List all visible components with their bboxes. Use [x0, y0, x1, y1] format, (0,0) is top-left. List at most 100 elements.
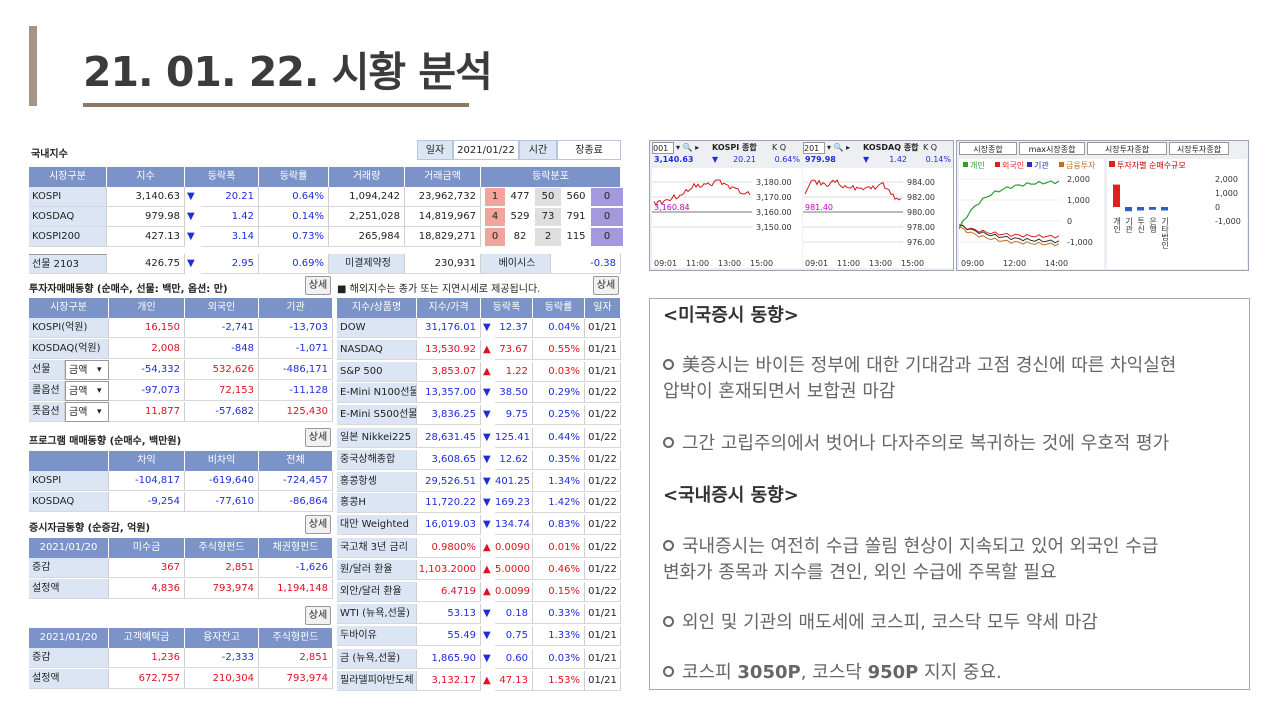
reference-label: 981.40: [805, 203, 833, 212]
market-rate: 0.14%: [925, 155, 951, 164]
chart-tab[interactable]: 시장투자종합: [1169, 142, 1229, 155]
overseas-rate: 1.53%: [533, 670, 585, 691]
down-arrow-icon: ▼: [483, 519, 491, 531]
overseas-rate: 0.33%: [533, 604, 585, 625]
chevron-down-icon: ▾: [97, 386, 102, 396]
overseas-price: 3,132.17: [417, 670, 481, 691]
unit-select[interactable]: 금액: [65, 381, 109, 401]
overseas-price: 13,530.92: [417, 339, 481, 360]
column-header: 등락분포: [481, 167, 621, 187]
overseas-date: 01/22: [585, 538, 621, 558]
open-interest-value: 230,931: [405, 254, 481, 274]
column-header: 등락폭: [185, 167, 259, 187]
market-name: KOSPI200: [29, 227, 107, 247]
overseas-name: S&P 500: [337, 361, 417, 382]
x-tick-label: 12:00: [1003, 259, 1026, 268]
cell-value: -848: [185, 339, 259, 359]
program-detail-button[interactable]: 상세: [305, 428, 331, 447]
unit-select[interactable]: 금액: [65, 402, 109, 422]
kosdaq-intraday-chart: 984.00 982.00 980.00 978.00 976.00 09:01 11:00…: [803, 168, 953, 268]
overseas-change: 73.67: [495, 339, 533, 360]
overseas-detail-button[interactable]: 상세: [593, 276, 619, 295]
column-header: 미수금: [109, 538, 185, 558]
down-arrow-icon: ▼: [712, 155, 719, 164]
bullet-circle-icon: [663, 540, 674, 551]
row-label: KOSDAQ: [29, 492, 109, 512]
distribution-cell: 529: [507, 208, 533, 226]
cell-value: 72,153: [185, 381, 259, 401]
net-buy-bar: [1113, 184, 1120, 207]
distribution-cell: 560: [563, 188, 589, 206]
investor-detail-button[interactable]: 상세: [305, 276, 331, 295]
market-name: KOSDAQ: [29, 207, 107, 227]
legend-label: 기관: [1034, 160, 1049, 170]
legend-label: 외국인: [1002, 160, 1024, 170]
fund-detail-button[interactable]: 상세: [305, 515, 331, 534]
page-title: 21. 01. 22. 시황 분석: [83, 48, 493, 96]
overseas-change: 125.41: [495, 428, 533, 448]
cell-value: -2,333: [185, 648, 259, 668]
overseas-change: 0.0099: [495, 581, 533, 602]
overseas-rate: 0.03%: [533, 649, 585, 669]
chart-tab[interactable]: 시장투자종합: [1087, 142, 1167, 155]
distribution-cell: 50: [535, 188, 561, 206]
distribution-cell: 791: [563, 208, 589, 226]
distribution-cell: 82: [507, 228, 533, 246]
column-header: 등락률: [533, 298, 585, 318]
overseas-name: 필라델피아반도체: [337, 670, 417, 691]
legend-label: 개인: [970, 160, 985, 170]
cell-value: 210,304: [185, 669, 259, 689]
overseas-change: 169.23: [495, 493, 533, 514]
index-chart-window: 001 ▾ 🔍 ▸ KOSPI 종합 K Q 3,140.63 ▼ 20.21 0.64% 2…: [649, 140, 954, 271]
program-heading: 프로그램 매매동향 (순매수, 백만원): [29, 436, 182, 447]
change-rate: 0.14%: [259, 207, 329, 227]
overseas-date: 01/22: [585, 515, 621, 536]
down-arrow-icon: ▼: [483, 475, 491, 487]
cell-value: -724,457: [259, 471, 333, 491]
down-arrow-icon: ▼: [483, 453, 491, 465]
chart-tab[interactable]: max시장종합: [1019, 142, 1085, 155]
x-tick-label: 13:00: [718, 259, 741, 268]
unit-select[interactable]: 금액: [65, 360, 109, 380]
overseas-date: 01/22: [585, 405, 621, 426]
x-tick-label: 09:00: [961, 259, 984, 268]
cell-value: 2,851: [259, 648, 333, 668]
volume-value: 265,984: [329, 227, 405, 247]
overseas-price: 1,103.2000: [417, 559, 481, 580]
column-header: 비차익: [185, 451, 259, 471]
overseas-name: NASDAQ: [337, 339, 417, 360]
basis-label: 베이시스: [481, 254, 551, 274]
index-value: 427.13: [107, 227, 185, 247]
chevron-down-icon: ▾: [97, 365, 102, 375]
down-arrow-icon: ▼: [863, 155, 870, 164]
overseas-change: 12.37: [495, 318, 533, 338]
market-price: 979.98: [805, 155, 836, 164]
bullet-circle-icon: [663, 359, 674, 370]
column-header: 외국인: [185, 298, 259, 318]
net-buy-bar: [1125, 207, 1132, 212]
overseas-name: 국고채 3년 금리: [337, 538, 417, 558]
y-tick-label: 1,000: [1067, 196, 1090, 205]
up-arrow-icon: ▲: [483, 585, 491, 597]
up-arrow-icon: ▲: [483, 563, 491, 575]
down-arrow-icon: ▼: [483, 409, 491, 421]
row-label: 증감: [29, 648, 109, 668]
overseas-date: 01/21: [585, 626, 621, 647]
overseas-price: 11,720.22: [417, 493, 481, 514]
program-panel: 프로그램 매매동향 (순매수, 백만원) 상세 차익 비차익 전체 KOSPI -104…: [29, 428, 333, 512]
kr-bullet-1-cont: 변화가 종목과 지수를 견인, 외인 수급에 주목할 필요: [663, 562, 1057, 583]
column-header: 고객예탁금: [109, 628, 185, 648]
overseas-change: 12.62: [495, 449, 533, 470]
overseas-rate: 0.83%: [533, 515, 585, 536]
overseas-date: 01/22: [585, 559, 621, 580]
market-code: 001: [652, 142, 674, 154]
chart-tab[interactable]: 시장종합: [959, 142, 1017, 155]
cell-value: 125,430: [259, 402, 333, 422]
index-line: [653, 179, 751, 207]
cell-value: 11,877: [109, 402, 185, 422]
distribution-cell: 2: [535, 228, 561, 246]
down-arrow-icon: ▼: [187, 191, 195, 202]
fund2-detail-button[interactable]: 상세: [305, 606, 331, 625]
column-header: 주식형펀드: [259, 628, 333, 648]
index-value: 979.98: [107, 207, 185, 227]
